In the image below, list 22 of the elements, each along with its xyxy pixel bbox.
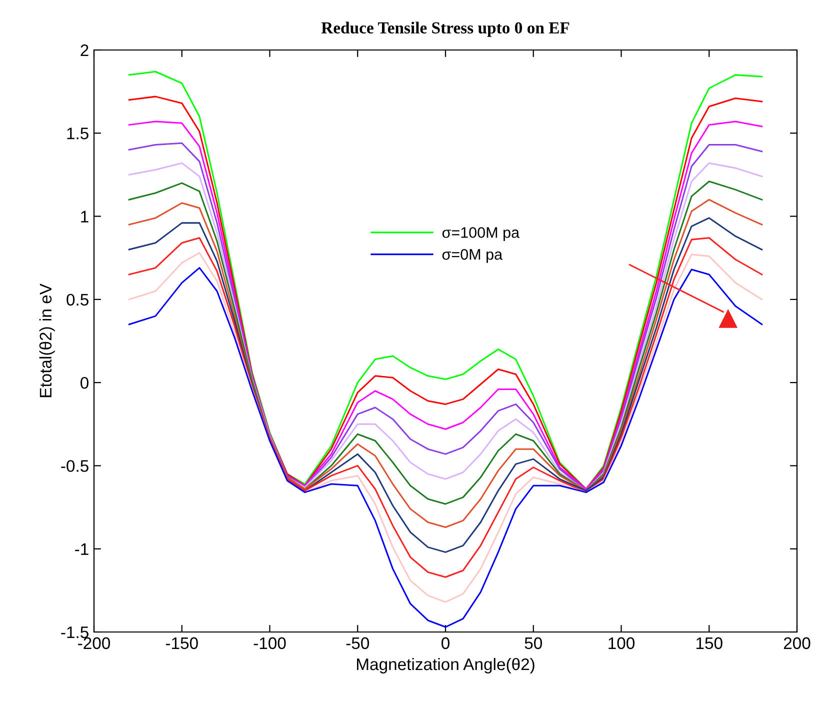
x-tick-label: 0	[442, 637, 450, 650]
y-tick-label: 0.5	[66, 294, 88, 306]
x-tick-label: 150	[696, 637, 722, 650]
chart-title: Reduce Tensile Stress upto 0 on EF	[321, 22, 570, 37]
x-tick-label: 200	[784, 637, 810, 650]
x-tick-label: 100	[608, 637, 635, 650]
x-tick-label: -100	[254, 637, 286, 650]
y-axis-title: Etotal(θ2) in eV	[39, 284, 55, 398]
y-tick-label: 1.5	[67, 128, 88, 140]
y-tick-label: -1.5	[61, 626, 88, 638]
y-tick-label: 1	[81, 210, 88, 222]
x-tick-label: -50	[346, 637, 370, 650]
y-tick-label: 0	[80, 376, 88, 389]
x-axis-title: Magnetization Angle(θ2)	[357, 658, 534, 674]
y-tick-label: 2	[80, 44, 88, 56]
x-tick-label: -200	[78, 637, 110, 650]
y-tick-label: -1	[75, 543, 88, 555]
x-tick-label: -150	[166, 637, 198, 650]
legend-label: σ=100M pa	[442, 227, 520, 241]
legend-label: σ=0M pa	[442, 248, 503, 263]
y-tick-label: -0.5	[61, 460, 88, 472]
x-tick-label: 50	[524, 637, 542, 650]
